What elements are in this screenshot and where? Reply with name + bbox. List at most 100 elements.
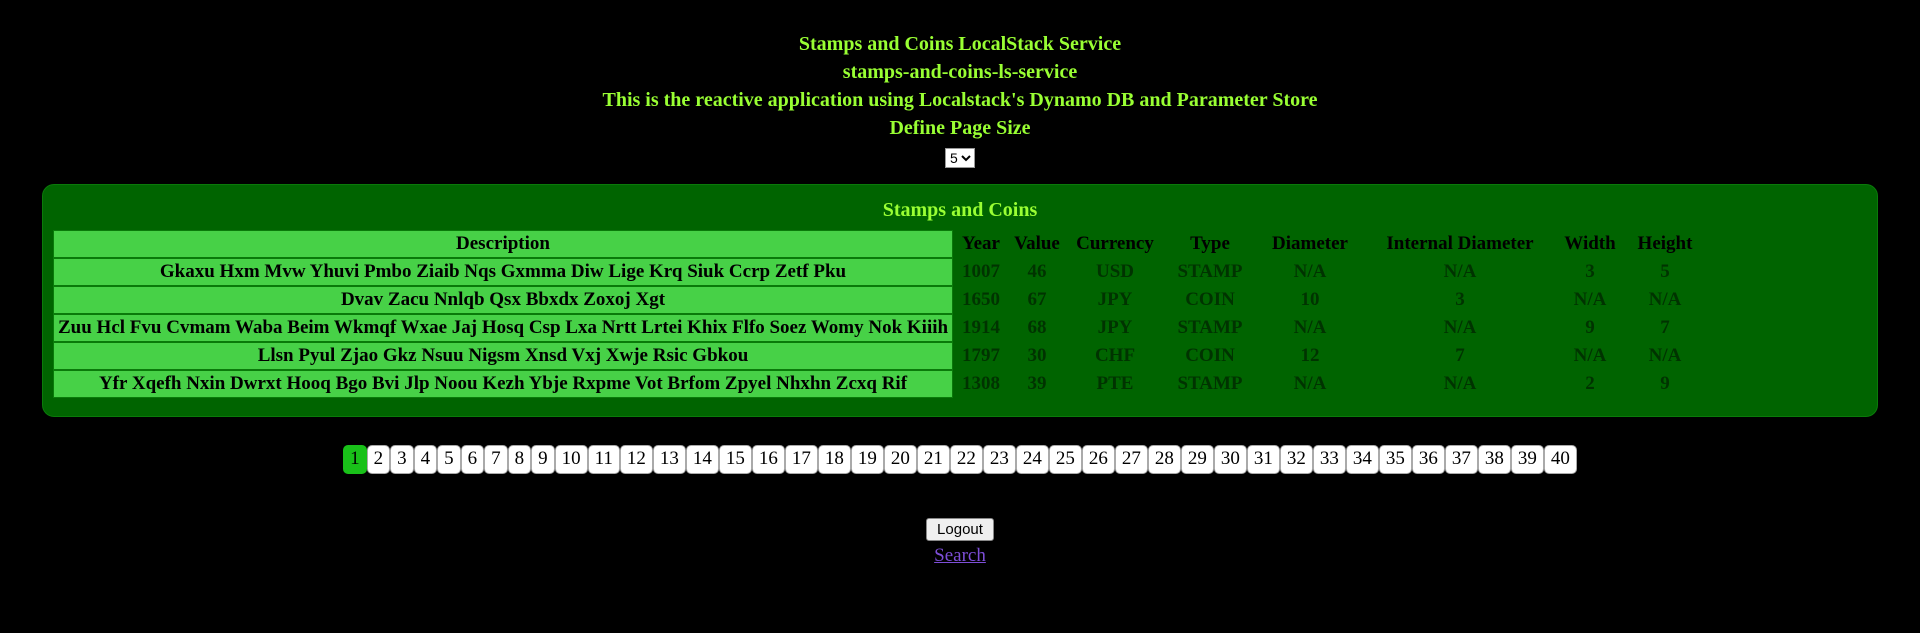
col-internal-diameter: Internal Diameter bbox=[1365, 230, 1555, 258]
cell-internal-diameter: 7 bbox=[1365, 342, 1555, 370]
page-38[interactable]: 38 bbox=[1478, 445, 1511, 474]
page-20[interactable]: 20 bbox=[884, 445, 917, 474]
page-26[interactable]: 26 bbox=[1082, 445, 1115, 474]
page-13[interactable]: 13 bbox=[653, 445, 686, 474]
cell-internal-diameter: 3 bbox=[1365, 286, 1555, 314]
page-32[interactable]: 32 bbox=[1280, 445, 1313, 474]
cell-diameter: N/A bbox=[1255, 370, 1365, 398]
page-24[interactable]: 24 bbox=[1016, 445, 1049, 474]
cell-width: 9 bbox=[1555, 314, 1625, 342]
page-10[interactable]: 10 bbox=[555, 445, 588, 474]
cell-currency: PTE bbox=[1065, 370, 1165, 398]
page-35[interactable]: 35 bbox=[1379, 445, 1412, 474]
cell-diameter: 12 bbox=[1255, 342, 1365, 370]
page-footer: Logout Search bbox=[0, 518, 1920, 567]
page-31[interactable]: 31 bbox=[1247, 445, 1280, 474]
cell-description: Gkaxu Hxm Mvw Yhuvi Pmbo Ziaib Nqs Gxmma… bbox=[53, 258, 953, 286]
cell-diameter: 10 bbox=[1255, 286, 1365, 314]
cell-diameter: N/A bbox=[1255, 314, 1365, 342]
col-value: Value bbox=[1009, 230, 1065, 258]
page-8[interactable]: 8 bbox=[508, 445, 532, 474]
page-17[interactable]: 17 bbox=[785, 445, 818, 474]
page-12[interactable]: 12 bbox=[620, 445, 653, 474]
page-34[interactable]: 34 bbox=[1346, 445, 1379, 474]
table-row: Gkaxu Hxm Mvw Yhuvi Pmbo Ziaib Nqs Gxmma… bbox=[53, 258, 1867, 286]
cell-value: 30 bbox=[1009, 342, 1065, 370]
cell-height: N/A bbox=[1625, 342, 1705, 370]
cell-year: 1308 bbox=[953, 370, 1009, 398]
page-root: Stamps and Coins LocalStack Service stam… bbox=[0, 0, 1920, 567]
page-28[interactable]: 28 bbox=[1148, 445, 1181, 474]
pagination: 1234567891011121314151617181920212223242… bbox=[0, 445, 1920, 474]
data-table: Description Year Value Currency Type Dia… bbox=[53, 230, 1867, 398]
page-2[interactable]: 2 bbox=[367, 445, 391, 474]
cell-type: COIN bbox=[1165, 286, 1255, 314]
page-27[interactable]: 27 bbox=[1115, 445, 1148, 474]
cell-pad bbox=[1705, 258, 1867, 286]
cell-width: 2 bbox=[1555, 370, 1625, 398]
cell-height: N/A bbox=[1625, 286, 1705, 314]
page-7[interactable]: 7 bbox=[484, 445, 508, 474]
page-30[interactable]: 30 bbox=[1214, 445, 1247, 474]
cell-internal-diameter: N/A bbox=[1365, 314, 1555, 342]
cell-description: Zuu Hcl Fvu Cvmam Waba Beim Wkmqf Wxae J… bbox=[53, 314, 953, 342]
page-6[interactable]: 6 bbox=[461, 445, 485, 474]
search-link[interactable]: Search bbox=[0, 545, 1920, 567]
col-currency: Currency bbox=[1065, 230, 1165, 258]
table-row: Zuu Hcl Fvu Cvmam Waba Beim Wkmqf Wxae J… bbox=[53, 314, 1867, 342]
cell-currency: JPY bbox=[1065, 314, 1165, 342]
page-36[interactable]: 36 bbox=[1412, 445, 1445, 474]
page-5[interactable]: 5 bbox=[437, 445, 461, 474]
data-panel: Stamps and Coins Description Year Value … bbox=[42, 184, 1878, 417]
page-11[interactable]: 11 bbox=[588, 445, 620, 474]
page-39[interactable]: 39 bbox=[1511, 445, 1544, 474]
table-row: Llsn Pyul Zjao Gkz Nsuu Nigsm Xnsd Vxj X… bbox=[53, 342, 1867, 370]
cell-value: 39 bbox=[1009, 370, 1065, 398]
page-40[interactable]: 40 bbox=[1544, 445, 1577, 474]
col-year: Year bbox=[953, 230, 1009, 258]
page-37[interactable]: 37 bbox=[1445, 445, 1478, 474]
page-4[interactable]: 4 bbox=[414, 445, 438, 474]
cell-year: 1650 bbox=[953, 286, 1009, 314]
page-18[interactable]: 18 bbox=[818, 445, 851, 474]
page-1[interactable]: 1 bbox=[343, 445, 367, 474]
header-title: Stamps and Coins LocalStack Service bbox=[0, 30, 1920, 58]
col-height: Height bbox=[1625, 230, 1705, 258]
cell-type: STAMP bbox=[1165, 370, 1255, 398]
table-row: Yfr Xqefh Nxin Dwrxt Hooq Bgo Bvi Jlp No… bbox=[53, 370, 1867, 398]
table-header-row: Description Year Value Currency Type Dia… bbox=[53, 230, 1867, 258]
page-3[interactable]: 3 bbox=[390, 445, 414, 474]
cell-type: STAMP bbox=[1165, 258, 1255, 286]
col-diameter: Diameter bbox=[1255, 230, 1365, 258]
cell-currency: USD bbox=[1065, 258, 1165, 286]
page-29[interactable]: 29 bbox=[1181, 445, 1214, 474]
cell-diameter: N/A bbox=[1255, 258, 1365, 286]
page-23[interactable]: 23 bbox=[983, 445, 1016, 474]
page-22[interactable]: 22 bbox=[950, 445, 983, 474]
cell-width: 3 bbox=[1555, 258, 1625, 286]
page-size-select-wrap: 5 bbox=[0, 148, 1920, 168]
cell-pad bbox=[1705, 342, 1867, 370]
cell-type: STAMP bbox=[1165, 314, 1255, 342]
cell-currency: CHF bbox=[1065, 342, 1165, 370]
page-25[interactable]: 25 bbox=[1049, 445, 1082, 474]
cell-description: Llsn Pyul Zjao Gkz Nsuu Nigsm Xnsd Vxj X… bbox=[53, 342, 953, 370]
cell-internal-diameter: N/A bbox=[1365, 370, 1555, 398]
cell-width: N/A bbox=[1555, 342, 1625, 370]
page-9[interactable]: 9 bbox=[531, 445, 555, 474]
page-14[interactable]: 14 bbox=[686, 445, 719, 474]
cell-pad bbox=[1705, 370, 1867, 398]
logout-button[interactable]: Logout bbox=[926, 518, 994, 541]
page-15[interactable]: 15 bbox=[719, 445, 752, 474]
cell-currency: JPY bbox=[1065, 286, 1165, 314]
cell-pad bbox=[1705, 286, 1867, 314]
col-pad bbox=[1705, 230, 1867, 258]
page-size-select[interactable]: 5 bbox=[945, 148, 975, 168]
page-21[interactable]: 21 bbox=[917, 445, 950, 474]
page-19[interactable]: 19 bbox=[851, 445, 884, 474]
page-header: Stamps and Coins LocalStack Service stam… bbox=[0, 30, 1920, 142]
col-description: Description bbox=[53, 230, 953, 258]
page-33[interactable]: 33 bbox=[1313, 445, 1346, 474]
page-16[interactable]: 16 bbox=[752, 445, 785, 474]
table-row: Dvav Zacu Nnlqb Qsx Bbxdx Zoxoj Xgt16506… bbox=[53, 286, 1867, 314]
